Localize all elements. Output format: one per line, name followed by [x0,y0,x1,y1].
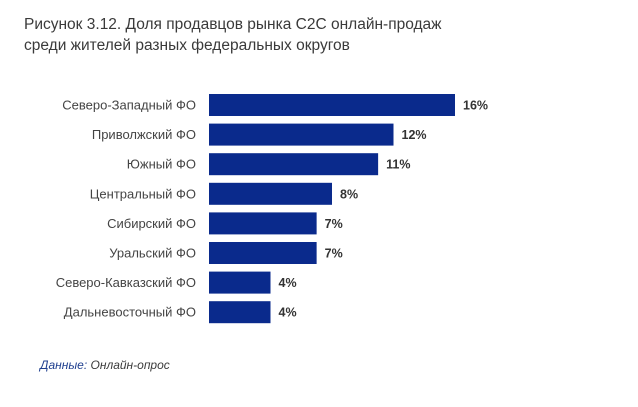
value-label: 7% [325,217,343,231]
bar [209,212,317,235]
value-label: 11% [386,158,410,172]
bar [209,301,271,324]
category-labels: Северо-Западный ФО Приволжский ФО Южный ФО… [56,98,196,320]
value-label: 12% [402,128,427,142]
category-label: Южный ФО [127,157,196,172]
category-label: Центральный ФО [90,186,196,201]
value-label: 4% [279,306,297,320]
bar [209,123,394,146]
chart-title-line-2: среди жителей разных федеральных округов [24,37,350,54]
data-source-note: Данные: Онлайн-опрос [40,358,170,372]
value-label: 7% [325,247,343,261]
data-source-text: Онлайн-опрос [87,358,170,372]
bar [209,94,455,116]
value-label: 8% [340,187,358,201]
data-source-label: Данные: [40,358,88,372]
value-labels: 16% 12% 11% 8% 7% 7% 4% 4% [279,99,489,320]
bar [209,182,332,205]
category-label: Сибирский ФО [107,216,196,231]
bar [209,271,271,294]
bars [209,94,455,324]
value-label: 4% [279,276,297,290]
chart-title: Рисунок 3.12. Доля продавцов рынка C2C о… [24,14,614,56]
chart-title-line-1: Рисунок 3.12. Доля продавцов рынка C2C о… [24,16,442,33]
bar [209,242,317,264]
category-label: Дальневосточный ФО [64,305,196,320]
value-label: 16% [463,99,488,113]
bar [209,153,379,176]
category-label: Северо-Западный ФО [62,98,196,113]
category-label: Приволжский ФО [92,127,196,142]
category-label: Уральский ФО [109,246,196,261]
category-label: Северо-Кавказский ФО [56,275,196,290]
